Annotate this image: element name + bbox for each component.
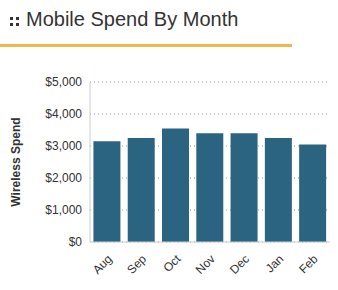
svg-text:Dec: Dec xyxy=(227,252,252,277)
html-text:Mobile Spend By Month: Mobile Spend By Month xyxy=(26,8,239,30)
svg-text:$0: $0 xyxy=(69,235,83,249)
svg-text:Jan: Jan xyxy=(263,252,287,276)
svg-text:Aug: Aug xyxy=(90,252,115,277)
svg-text:Sep: Sep xyxy=(124,252,149,277)
svg-text:$1,000: $1,000 xyxy=(45,203,82,217)
svg-text:Wireless Spend: Wireless Spend xyxy=(9,117,23,206)
svg-text:$5,000: $5,000 xyxy=(45,76,82,89)
svg-text:$3,000: $3,000 xyxy=(45,139,82,153)
svg-text:$4,000: $4,000 xyxy=(45,107,82,121)
svg-text:Oct: Oct xyxy=(160,251,184,275)
svg-text:$2,000: $2,000 xyxy=(45,171,82,185)
svg-text:Nov: Nov xyxy=(193,252,218,277)
svg-text:Feb: Feb xyxy=(296,252,321,277)
